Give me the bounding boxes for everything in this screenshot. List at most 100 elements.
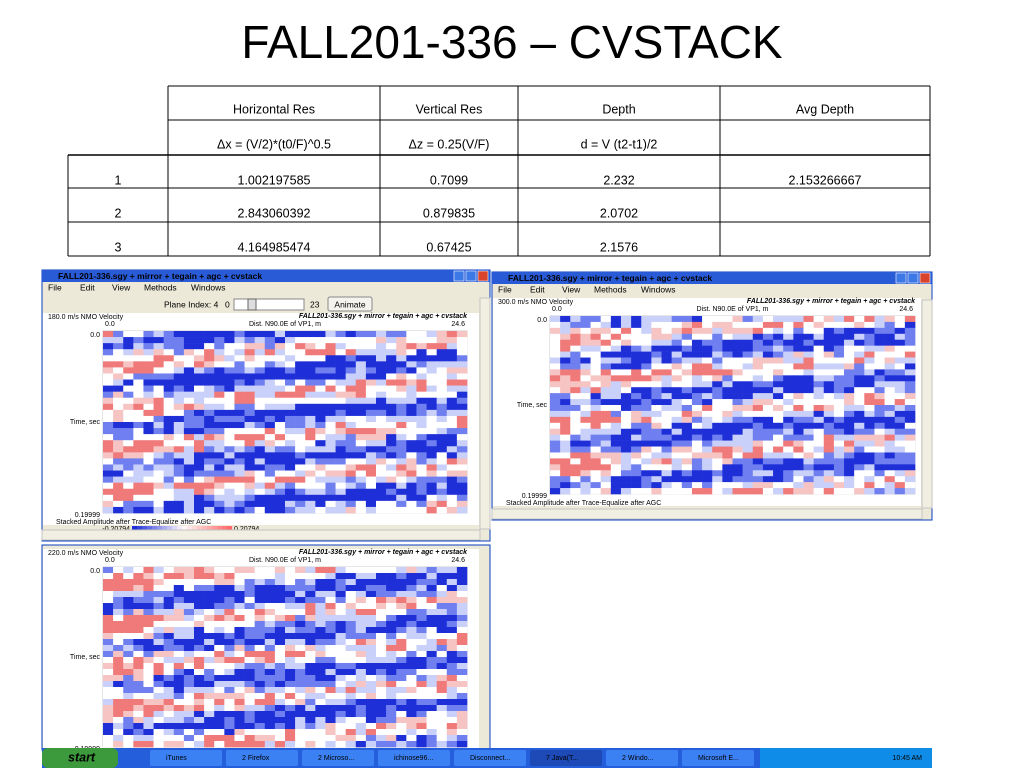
seismic-cell [884,434,896,441]
scrollbar[interactable] [479,297,491,530]
seismic-cell [732,363,743,370]
seismic-cell [712,399,723,406]
button[interactable] [327,296,373,312]
seismic-cell [345,379,357,386]
seismic-cell [752,422,764,430]
taskbar-item[interactable] [682,750,754,766]
seismic-cell [376,675,387,682]
seismic-cell [153,729,164,736]
window-button[interactable] [477,270,489,282]
seismic-cell [580,446,591,453]
seismic-cell [446,506,458,514]
seismic-cell [671,422,683,430]
seismic-cell [742,416,754,424]
window-button[interactable] [907,272,919,284]
seismic-cell [671,434,683,441]
seismic-cell [446,651,458,658]
seismic-cell [163,591,175,598]
seismic-cell [610,470,622,477]
slider[interactable] [233,298,305,311]
menu-item[interactable]: Methods [594,284,627,294]
menu-item[interactable]: Methods [144,282,177,292]
seismic-cell [396,452,407,459]
seismic-cell [365,729,377,736]
taskbar-item[interactable] [150,750,222,766]
menu-item[interactable]: File [48,282,62,292]
menu-item[interactable]: Edit [80,282,95,292]
window-button[interactable] [465,270,477,282]
seismic-cell [345,567,357,574]
seismic-cell [600,399,612,406]
seismic-cell [234,579,245,586]
seismic-cell [631,446,642,453]
seismic-cell [254,355,266,362]
seismic-cell [793,316,804,323]
menu-item[interactable]: File [498,284,512,294]
window-button[interactable] [453,270,465,282]
taskbar-item[interactable] [302,750,374,766]
taskbar-item[interactable] [606,750,678,766]
seismic-cell [671,428,683,435]
seismic-cell [580,357,591,364]
seismic-cell [305,403,316,411]
taskbar-item[interactable] [226,750,298,766]
window-button[interactable] [895,272,907,284]
seismic-cell [224,428,235,435]
seismic-cell [396,597,407,604]
seismic-cell [894,416,906,424]
seismic-cell [874,399,885,406]
scrollbar[interactable] [921,299,933,509]
seismic-cell [254,337,266,344]
seismic-cell [224,585,235,592]
seismic-cell [305,500,316,508]
seismic-cell [173,663,185,670]
seismic-cell [752,399,764,406]
seismic-cell [580,327,591,335]
seismic-cell [691,351,703,358]
seismic-cell [153,735,164,742]
seismic-cell [600,458,612,465]
seismic-cell [702,369,713,376]
label: Dist. N90.0E of VP1, m [697,306,769,313]
seismic-cell [285,355,296,362]
seismic-cell [234,464,245,471]
seismic-cell [396,506,407,514]
seismic-cell [325,741,336,748]
seismic-cell [864,327,875,335]
seismic-cell [803,434,814,441]
slider-thumb[interactable] [247,298,257,311]
seismic-cell [904,428,916,435]
seismic-cell [123,579,134,586]
taskbar-item[interactable] [530,750,602,766]
menu-item[interactable]: Edit [530,284,545,294]
seismic-cell [103,440,114,447]
seismic-cell [376,567,387,574]
seismic-cell [416,464,427,471]
seismic-cell [406,681,417,688]
seismic-cell [894,405,906,412]
seismic-cell [224,657,235,664]
menu-item[interactable]: Windows [191,282,225,292]
seismic-cell [173,615,185,622]
seismic-cell [244,597,255,604]
window-button[interactable] [919,272,931,284]
taskbar-item[interactable] [454,750,526,766]
seismic-cell [436,669,448,676]
seismic-cell [651,446,662,453]
scrollbar[interactable] [41,529,481,541]
seismic-cell [244,422,255,429]
seismic-cell [355,687,367,694]
seismic-cell [163,663,175,670]
seismic-cell [904,393,916,400]
seismic-cell [214,482,225,490]
menu-item[interactable]: Windows [641,284,675,294]
seismic-cell [641,369,652,376]
start-button[interactable] [42,748,118,768]
scrollbar[interactable] [491,508,923,520]
seismic-cell [345,603,357,610]
menu-item[interactable]: View [112,282,131,292]
menu-item[interactable]: View [562,284,581,294]
taskbar-item[interactable] [378,750,450,766]
seismic-cell [661,333,672,341]
seismic-cell [446,741,458,748]
